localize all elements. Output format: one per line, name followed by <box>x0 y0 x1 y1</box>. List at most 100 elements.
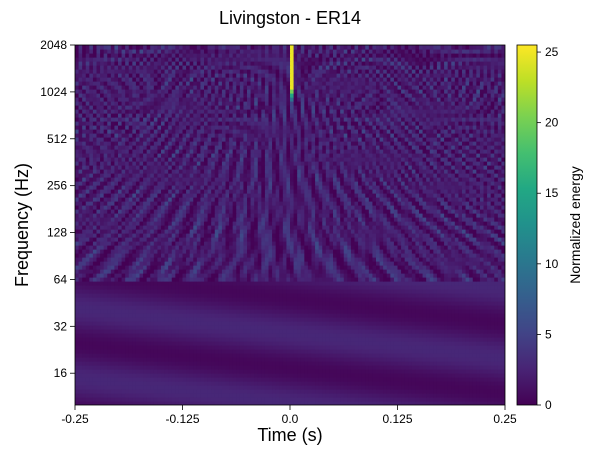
heatmap-cell <box>107 321 112 326</box>
heatmap-cell <box>379 309 384 314</box>
heatmap-cell <box>336 333 341 338</box>
heatmap-cell <box>451 373 456 378</box>
heatmap-cell <box>433 257 438 262</box>
heatmap-cell <box>354 369 359 374</box>
heatmap-cell <box>139 325 144 330</box>
heatmap-cell <box>121 357 126 362</box>
heatmap-cell <box>483 341 488 346</box>
heatmap-cell <box>358 261 363 266</box>
heatmap-cell <box>304 309 309 314</box>
heatmap-cell <box>290 289 295 294</box>
heatmap-cell <box>376 249 381 254</box>
heatmap-cell <box>121 353 126 358</box>
heatmap-cell <box>132 393 137 398</box>
heatmap-cell <box>469 353 474 358</box>
heatmap-cell <box>254 285 259 290</box>
heatmap-cell <box>487 365 492 370</box>
heatmap-cell <box>322 329 327 334</box>
heatmap-cell <box>254 329 259 334</box>
heatmap-cell <box>114 377 119 382</box>
heatmap-cell <box>186 249 191 254</box>
heatmap-cell <box>261 349 266 354</box>
heatmap-cell <box>333 297 338 302</box>
heatmap-cell <box>379 273 384 278</box>
heatmap-cell <box>89 321 94 326</box>
heatmap-cell <box>315 401 320 405</box>
heatmap-cell <box>153 345 159 350</box>
heatmap-cell <box>250 301 255 306</box>
heatmap-cell <box>304 373 309 378</box>
heatmap-cell <box>92 397 98 402</box>
heatmap-cell <box>436 249 442 254</box>
heatmap-cell <box>114 317 119 322</box>
heatmap-cell <box>275 329 280 334</box>
heatmap-cell <box>426 321 431 326</box>
heatmap-cell <box>350 301 356 306</box>
heatmap-cell <box>325 385 331 390</box>
heatmap-cell <box>193 269 198 274</box>
heatmap-cell <box>304 285 309 290</box>
heatmap-cell <box>379 245 384 250</box>
heatmap-cell <box>92 257 98 262</box>
heatmap-cell <box>232 285 237 290</box>
heatmap-cell <box>139 381 144 386</box>
heatmap-cell <box>207 261 212 266</box>
heatmap-cell <box>426 245 431 250</box>
heatmap-cell <box>200 401 205 405</box>
heatmap-cell <box>497 333 503 338</box>
heatmap-cell <box>350 273 356 278</box>
heatmap-cell <box>462 349 467 354</box>
heatmap-cell <box>239 361 245 366</box>
heatmap-cell <box>358 385 363 390</box>
heatmap-cell <box>178 325 184 330</box>
heatmap-cell <box>422 365 427 370</box>
heatmap-cell <box>193 393 198 398</box>
heatmap-cell <box>282 301 288 306</box>
heatmap-cell <box>279 309 284 314</box>
heatmap-cell <box>218 237 223 242</box>
heatmap-cell <box>329 385 334 390</box>
heatmap-cell <box>239 249 245 254</box>
heatmap-cell <box>444 305 449 310</box>
heatmap-cell <box>454 269 460 274</box>
heatmap-cell <box>415 365 420 370</box>
heatmap-cell <box>200 393 205 398</box>
heatmap-cell <box>207 369 212 374</box>
heatmap-cell <box>469 269 474 274</box>
heatmap-cell <box>401 309 406 314</box>
heatmap-cell <box>218 241 223 246</box>
heatmap-cell <box>411 333 417 338</box>
heatmap-cell <box>408 245 413 250</box>
heatmap-cell <box>132 253 137 258</box>
heatmap-cell <box>164 293 169 298</box>
heatmap-cell <box>196 289 202 294</box>
heatmap-cell <box>411 349 417 354</box>
heatmap-cell <box>178 385 184 390</box>
heatmap-cell <box>429 385 434 390</box>
heatmap-cell <box>444 325 449 330</box>
heatmap-cell <box>386 381 391 386</box>
heatmap-cell <box>397 265 402 270</box>
heatmap-cell <box>218 337 223 342</box>
heatmap-cell <box>318 377 323 382</box>
heatmap-cell <box>279 281 284 286</box>
heatmap-cell <box>415 269 420 274</box>
heatmap-cell <box>182 289 187 294</box>
heatmap-cell <box>207 317 212 322</box>
heatmap-cell <box>465 341 470 346</box>
heatmap-cell <box>279 265 284 270</box>
heatmap-cell <box>479 261 485 266</box>
heatmap-cell <box>315 253 320 258</box>
heatmap-cell <box>107 265 112 270</box>
heatmap-cell <box>472 385 477 390</box>
heatmap-cell <box>343 393 348 398</box>
heatmap-cell <box>171 333 176 338</box>
heatmap-cell <box>350 397 356 402</box>
heatmap-cell <box>143 337 148 342</box>
heatmap-cell <box>390 241 395 246</box>
heatmap-cell <box>451 377 456 382</box>
heatmap-cell <box>361 249 366 254</box>
heatmap-cell <box>325 373 331 378</box>
heatmap-cell <box>343 341 348 346</box>
heatmap-cell <box>336 253 341 258</box>
